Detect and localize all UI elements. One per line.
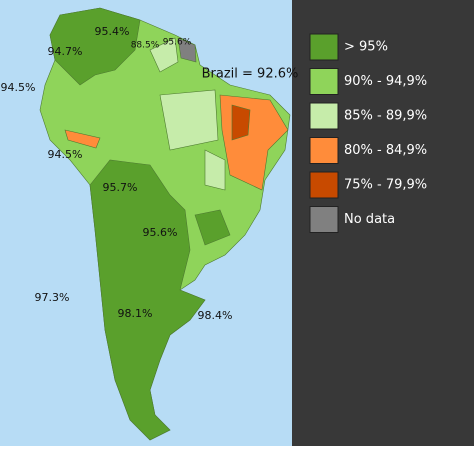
map-label: 98.1% — [118, 307, 153, 320]
map-label: 95.7% — [103, 181, 138, 194]
continent — [39, 7, 291, 441]
map-label: 95.6% — [143, 226, 178, 239]
map-label: 95.6% — [163, 38, 192, 48]
legend: > 95% 90% - 94,9% 85% - 89,9% 80% - 84,9% 75… — [309, 33, 427, 233]
region — [159, 89, 219, 151]
legend-label: 75% - 79,9% — [344, 178, 427, 193]
map-label: 98.4% — [198, 309, 233, 322]
legend-swatch — [309, 171, 339, 199]
map-label: 94.5% — [48, 148, 83, 161]
map-label: 88.5% — [131, 41, 160, 51]
region — [149, 37, 179, 73]
map-label: 94.5% — [1, 81, 36, 94]
legend-label: No data — [344, 212, 395, 227]
map-label: 94.7% — [48, 45, 83, 58]
legend-swatch — [309, 102, 339, 130]
region — [204, 149, 226, 191]
region — [89, 159, 206, 441]
map-label: Brazil = 92.6% — [202, 67, 299, 82]
region — [64, 129, 101, 149]
region — [231, 104, 251, 141]
legend-swatch — [309, 206, 339, 233]
legend-label: 80% - 84,9% — [344, 143, 427, 158]
legend-swatch — [309, 137, 339, 164]
legend-label: 90% - 94,9% — [344, 74, 427, 89]
map-label: 95.4% — [95, 25, 130, 38]
legend-swatch — [309, 68, 339, 95]
region — [177, 37, 197, 63]
region — [49, 7, 141, 86]
legend-label: > 95% — [344, 40, 388, 55]
legend-label: 85% - 89,9% — [344, 109, 427, 124]
map-label: 97.3% — [35, 291, 70, 304]
legend-swatch — [309, 33, 339, 61]
region — [194, 209, 231, 246]
